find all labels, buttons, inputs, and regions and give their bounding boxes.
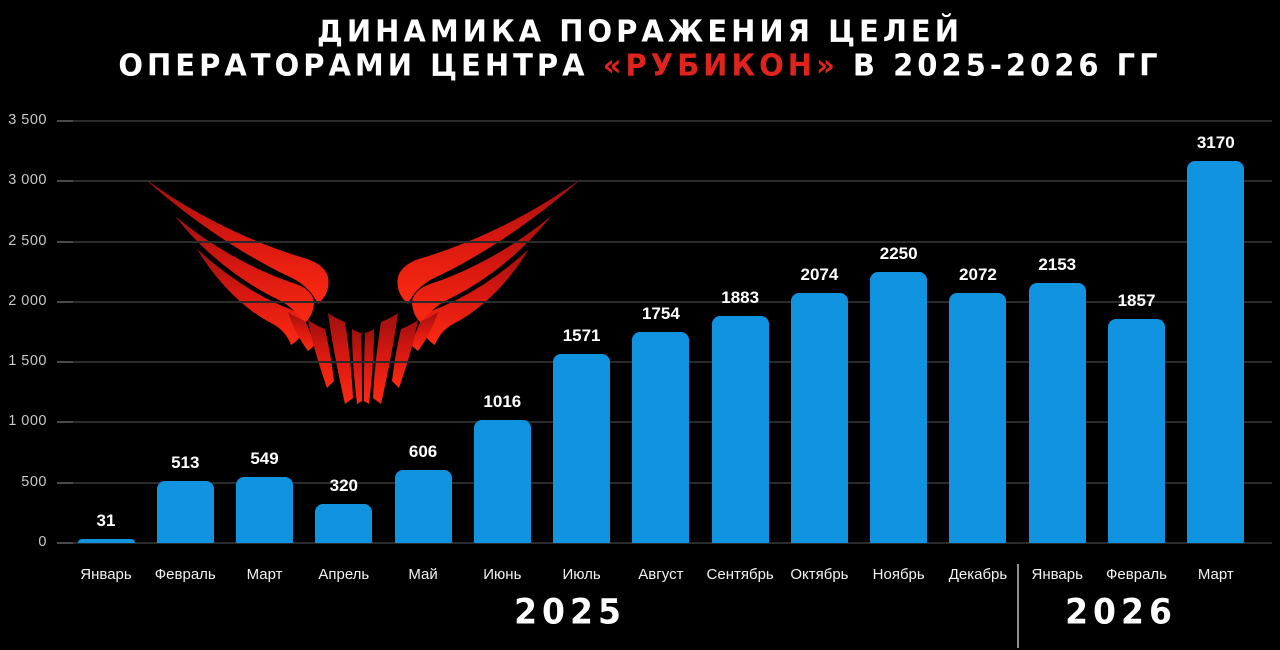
title-line2-prefix: ОПЕРАТОРАМИ ЦЕНТРА xyxy=(118,47,603,83)
bar-Август-1754 xyxy=(632,331,690,543)
bar-Сентябрь-1883 xyxy=(711,315,769,543)
y-axis-label-1000: 1 000 xyxy=(8,413,47,430)
bar-Июнь-1016 xyxy=(473,420,531,543)
month-label: Ноябрь xyxy=(872,566,925,583)
month-label: Апрель xyxy=(318,566,370,583)
bar-Март-3170 xyxy=(1187,160,1245,543)
value-label: 1571 xyxy=(562,325,601,345)
y-axis-label-2500: 2 500 xyxy=(8,232,47,249)
value-label: 606 xyxy=(408,441,438,461)
gridline-3500 xyxy=(57,120,1272,122)
value-label: 2250 xyxy=(879,243,918,263)
bar-Декабрь-2072 xyxy=(949,293,1007,543)
bar-Март-549 xyxy=(236,476,294,543)
title-line2-suffix: В 2025-2026 ГГ xyxy=(838,47,1162,83)
year-separator xyxy=(1016,564,1019,648)
year-label-2026: 2026 xyxy=(1065,591,1177,632)
month-label: Февраль xyxy=(154,566,216,583)
value-label: 2153 xyxy=(1038,255,1077,275)
month-label: Январь xyxy=(1031,566,1083,583)
y-tick-3500 xyxy=(57,120,73,122)
y-tick-0 xyxy=(57,542,73,544)
value-label: 1857 xyxy=(1117,291,1156,311)
bar-Январь-2153 xyxy=(1028,283,1086,543)
value-label: 1016 xyxy=(483,392,522,412)
bar-Май-606 xyxy=(394,469,452,543)
y-axis-label-1500: 1 500 xyxy=(8,353,47,370)
bar-Ноябрь-2250 xyxy=(870,271,928,543)
month-label: Июнь xyxy=(483,566,522,583)
value-label: 549 xyxy=(250,448,279,468)
bar-Октябрь-2074 xyxy=(790,292,848,543)
year-label-2025: 2025 xyxy=(514,591,626,632)
value-label: 3170 xyxy=(1196,132,1235,152)
month-label: Октябрь xyxy=(790,566,849,583)
y-axis-label-0: 0 xyxy=(38,534,47,550)
gridline-0 xyxy=(57,542,1272,544)
month-label: Август xyxy=(638,566,684,583)
bar-Январь-31 xyxy=(77,539,135,543)
value-label: 2072 xyxy=(959,265,997,285)
bar-Апрель-320 xyxy=(315,504,373,543)
bar-Февраль-513 xyxy=(156,481,214,543)
y-tick-1000 xyxy=(57,421,73,424)
month-label: Январь xyxy=(80,566,132,583)
bar-Июль-1571 xyxy=(553,353,611,543)
y-tick-3000 xyxy=(57,180,73,183)
value-label: 2074 xyxy=(800,264,839,284)
y-axis-label-3500: 3 500 xyxy=(8,112,47,128)
y-axis-label-3000: 3 000 xyxy=(8,172,47,189)
bar-Февраль-1857 xyxy=(1108,319,1165,543)
month-label: Сентябрь xyxy=(706,566,774,583)
y-axis-label-500: 500 xyxy=(21,473,47,490)
month-label: Июль xyxy=(562,566,601,583)
y-tick-1500 xyxy=(57,361,73,364)
y-tick-2000 xyxy=(57,300,73,303)
gridline-2000 xyxy=(57,300,1272,303)
red-wings-logo-icon xyxy=(144,178,582,404)
month-label: Май xyxy=(408,566,438,583)
value-label: 1883 xyxy=(721,287,760,307)
title-rubicon-highlight: «РУБИКОН» xyxy=(602,47,839,83)
chart-title-line1: ДИНАМИКА ПОРАЖЕНИЯ ЦЕЛЕЙ xyxy=(317,13,963,49)
chart-title: ДИНАМИКА ПОРАЖЕНИЯ ЦЕЛЕЙ ОПЕРАТОРАМИ ЦЕН… xyxy=(0,13,1280,84)
month-label: Февраль xyxy=(1106,566,1167,583)
month-label: Март xyxy=(246,566,283,583)
y-axis-label-2000: 2 000 xyxy=(8,292,47,309)
y-tick-500 xyxy=(57,481,73,484)
month-label: Март xyxy=(1197,566,1234,583)
month-label: Декабрь xyxy=(948,566,1008,583)
gridline-2500 xyxy=(57,240,1272,243)
y-tick-2500 xyxy=(57,240,73,243)
chart-title-line2: ОПЕРАТОРАМИ ЦЕНТРА «РУБИКОН» В 2025-2026… xyxy=(0,48,1280,84)
value-label: 320 xyxy=(329,476,358,496)
value-label: 1754 xyxy=(641,303,680,323)
value-label: 31 xyxy=(96,511,116,531)
value-label: 513 xyxy=(171,453,200,473)
gridline-3000 xyxy=(57,180,1272,183)
